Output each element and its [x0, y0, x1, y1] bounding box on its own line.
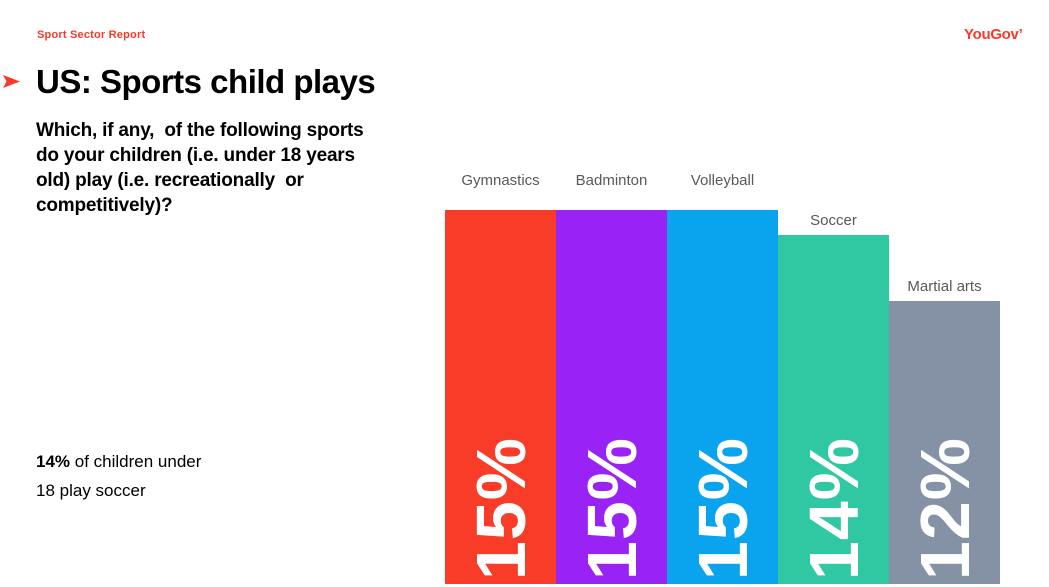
- bar-volleyball: 15%: [667, 210, 778, 584]
- yougov-logo: YouGov’: [964, 26, 1023, 43]
- bar-category-label-gymnastics: Gymnastics: [461, 172, 540, 189]
- callout-rest: of children under 18 play soccer: [36, 452, 202, 500]
- bar-soccer: 14%: [778, 235, 889, 584]
- bar-category-label-volleyball: Volleyball: [690, 172, 755, 189]
- bar-value-label-martial-arts: 12%: [905, 436, 984, 580]
- question-text: Which, if any, of the following sports d…: [36, 120, 364, 216]
- bar-value-label-soccer: 14%: [794, 436, 873, 580]
- bar-martial-arts: 12%: [889, 301, 1000, 584]
- page-title: US: Sports child plays: [36, 63, 376, 100]
- title-arrow-icon: [3, 75, 20, 88]
- bar-value-label-volleyball: 15%: [683, 436, 762, 580]
- bar-gymnastics: 15%: [445, 210, 556, 584]
- bar-value-label-badminton: 15%: [572, 436, 651, 580]
- bar-value-label-gymnastics: 15%: [461, 436, 540, 580]
- callout-text: 14% of children under 18 play soccer: [36, 447, 286, 505]
- report-label: Sport Sector Report: [37, 29, 146, 41]
- bar-category-label-soccer: Soccer: [810, 212, 857, 229]
- callout-stat: 14%: [36, 452, 71, 471]
- bar-badminton: 15%: [556, 210, 667, 584]
- bar-category-label-badminton: Badminton: [575, 172, 648, 189]
- bar-category-label-martial-arts: Martial arts: [907, 278, 982, 295]
